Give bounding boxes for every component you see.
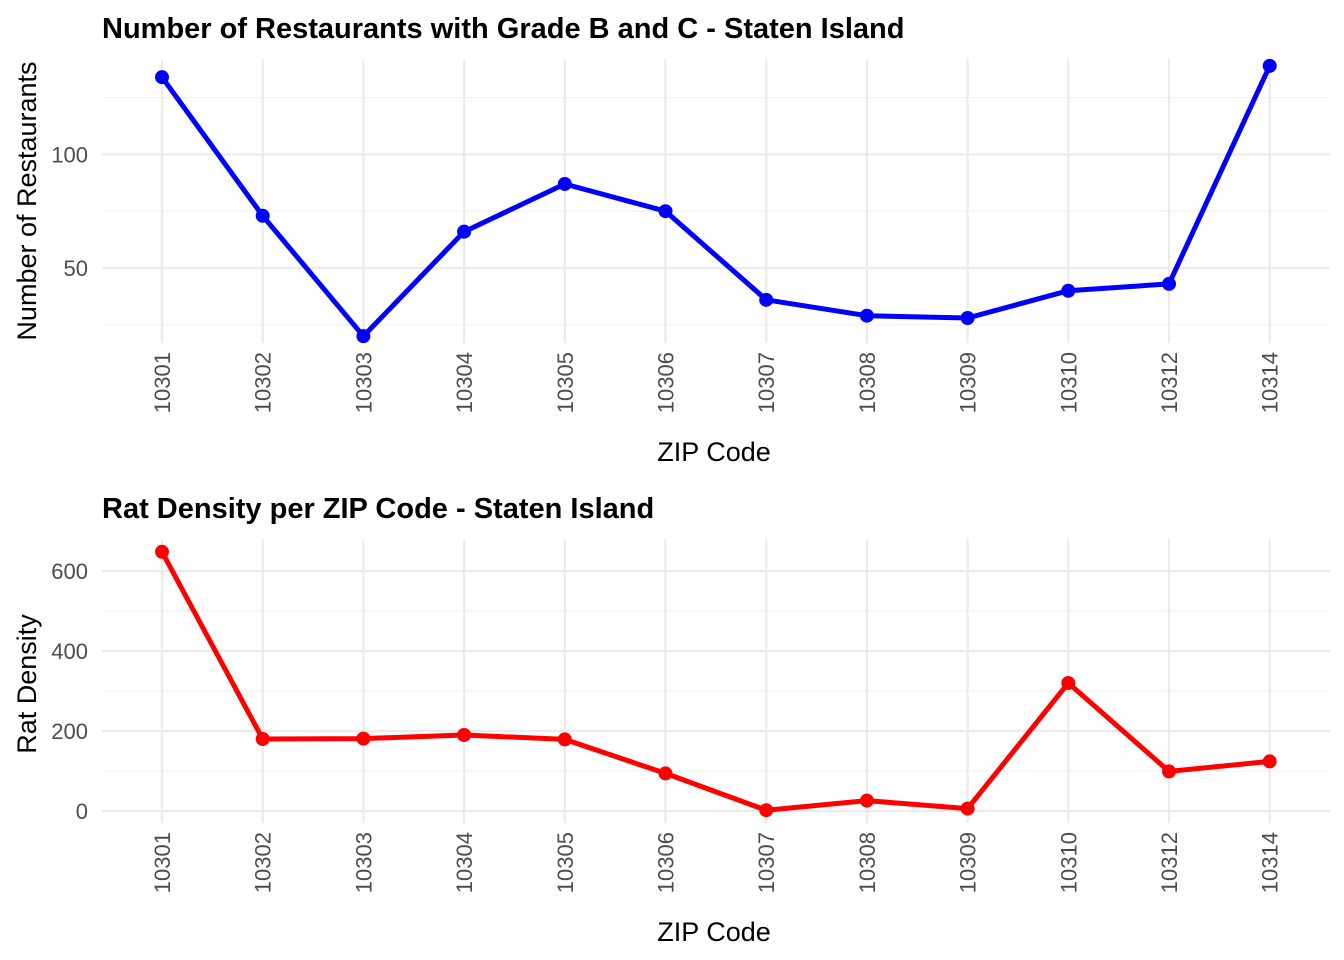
- rat-density-data-point: [255, 732, 270, 746]
- rat-density-x-tick-label: 10306: [654, 832, 679, 893]
- restaurants-y-tick-label: 50: [64, 256, 88, 281]
- restaurants-grid: [102, 59, 1330, 343]
- rat-density-data-point: [859, 793, 874, 808]
- restaurants-x-tick-label: 10310: [1056, 352, 1081, 413]
- rat-density-x-tick-label: 10301: [150, 832, 175, 893]
- restaurants-data-point: [1262, 58, 1277, 73]
- restaurants-x-tick-label: 10303: [351, 352, 376, 413]
- restaurants-x-axis-title: ZIP Code: [657, 437, 771, 467]
- restaurants-data-point: [1061, 283, 1076, 298]
- rat-density-x-tick-label: 10310: [1056, 832, 1081, 893]
- rat-density-y-tick-label: 200: [51, 719, 88, 744]
- restaurants-data-point: [356, 329, 371, 344]
- rat-density-data-point: [1061, 676, 1076, 690]
- rat-density-x-tick-label: 10314: [1258, 832, 1283, 893]
- rat-density-x-ticks: 10301 10302 10303 10304 10305 10306 10307 10308…: [150, 832, 1283, 893]
- rat-density-series: [155, 544, 1277, 818]
- restaurants-data-point: [155, 70, 169, 85]
- restaurants-x-tick-label: 10305: [553, 352, 578, 413]
- rat-density-y-tick-label: 0: [76, 799, 88, 824]
- restaurants-x-tick-label: 10307: [754, 352, 779, 413]
- restaurants-x-tick-label: 10306: [654, 352, 679, 413]
- rat-density-data-point: [1162, 764, 1176, 779]
- rat-density-x-tick-label: 10312: [1157, 832, 1182, 893]
- rat-density-x-tick-label: 10309: [956, 832, 981, 893]
- restaurants-data-point: [255, 208, 270, 223]
- rat-density-data-point: [155, 544, 169, 559]
- rat-density-x-axis-title: ZIP Code: [657, 917, 771, 947]
- rat-density-data-point: [356, 731, 371, 746]
- restaurants-x-tick-label: 10308: [855, 352, 880, 413]
- rat-density-data-point: [960, 801, 975, 816]
- restaurants-x-tick-label: 10312: [1157, 352, 1182, 413]
- rat-density-data-point: [457, 728, 472, 742]
- rat-density-x-tick-label: 10307: [754, 832, 779, 893]
- restaurants-x-tick-label: 10304: [452, 352, 477, 413]
- rat-density-data-point: [658, 766, 673, 781]
- rat-density-y-ticks: 0 200 400 600: [51, 559, 88, 824]
- restaurants-y-axis-title: Number of Restaurants: [12, 61, 42, 340]
- restaurants-x-tick-label: 10301: [150, 352, 175, 413]
- rat-density-y-axis-title: Rat Density: [12, 614, 42, 754]
- restaurants-series: [155, 58, 1277, 344]
- restaurants-x-tick-label: 10302: [251, 352, 276, 413]
- restaurants-data-point: [759, 292, 774, 307]
- restaurants-chart-title: Number of Restaurants with Grade B and C…: [102, 13, 904, 45]
- rat-density-x-tick-label: 10303: [351, 832, 376, 893]
- restaurants-x-tick-label: 10314: [1258, 352, 1283, 413]
- rat-density-x-tick-label: 10305: [553, 832, 578, 893]
- rat-density-x-tick-label: 10302: [251, 832, 276, 893]
- rat-density-data-point: [759, 803, 774, 818]
- restaurants-series-line: [159, 63, 1273, 339]
- restaurants-data-point: [1162, 276, 1176, 291]
- restaurants-x-ticks: 10301 10302 10303 10304 10305 10306 10307 10308…: [150, 352, 1283, 413]
- restaurants-y-ticks: 50 100: [51, 142, 88, 281]
- restaurants-data-point: [457, 224, 472, 239]
- rat-density-y-tick-label: 600: [51, 559, 88, 584]
- rat-density-y-tick-label: 400: [51, 639, 88, 664]
- rat-density-chart-panel: Rat Density per ZIP Code - Staten Island…: [12, 493, 1330, 947]
- rat-density-x-tick-label: 10308: [855, 832, 880, 893]
- restaurants-data-point: [859, 308, 874, 323]
- rat-density-data-point: [557, 732, 572, 747]
- rat-density-series-line: [159, 549, 1273, 813]
- restaurants-x-tick-label: 10309: [956, 352, 981, 413]
- restaurants-data-point: [960, 311, 975, 326]
- restaurants-data-point: [658, 204, 673, 219]
- rat-density-grid: [102, 539, 1330, 823]
- restaurants-chart-panel: Number of Restaurants with Grade B and C…: [12, 13, 1330, 467]
- restaurants-data-point: [557, 176, 572, 191]
- rat-density-chart-title: Rat Density per ZIP Code - Staten Island: [102, 493, 654, 525]
- rat-density-x-tick-label: 10304: [452, 832, 477, 893]
- rat-density-data-point: [1262, 754, 1277, 769]
- restaurants-y-tick-label: 100: [51, 142, 88, 167]
